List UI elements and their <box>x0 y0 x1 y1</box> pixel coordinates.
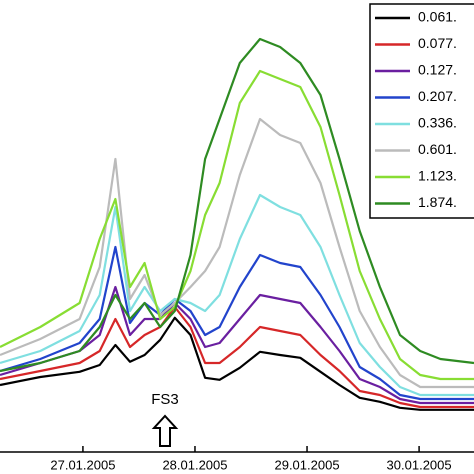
series-line <box>0 193 474 397</box>
legend-label: 0.336. <box>418 115 457 131</box>
series-line <box>0 37 474 373</box>
legend-label: 0.601. <box>418 141 457 157</box>
annotation: FS3 <box>151 391 179 408</box>
legend-label: 0.207. <box>418 88 457 104</box>
legend-label: 0.077. <box>418 35 457 51</box>
series-line <box>0 285 474 405</box>
series-line <box>0 245 474 401</box>
x-tick-label: 28.01.2005 <box>162 457 227 472</box>
series-line <box>0 117 474 389</box>
series-line <box>0 305 474 409</box>
series-line <box>0 69 474 381</box>
legend-label: 0.127. <box>418 62 457 78</box>
arrow <box>151 414 179 447</box>
legend-label: 0.061. <box>418 9 457 25</box>
legend-label: 1.874. <box>418 194 457 210</box>
x-tick-label: 29.01.2005 <box>274 457 339 472</box>
x-tick-label: 30.01.2005 <box>387 457 452 472</box>
legend-box <box>369 3 474 219</box>
x-tick-label: 27.01.2005 <box>50 457 115 472</box>
series-line <box>0 316 474 411</box>
legend-label: 1.123. <box>418 168 457 184</box>
